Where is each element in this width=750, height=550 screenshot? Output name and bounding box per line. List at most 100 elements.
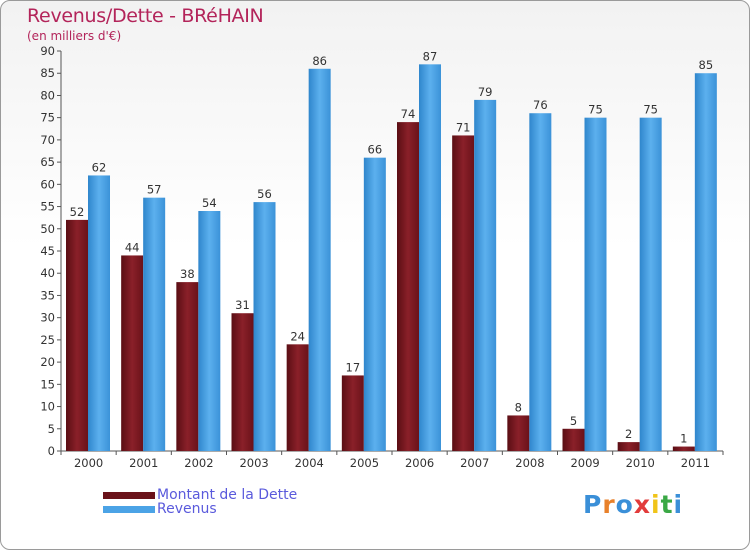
legend-swatch-revenus [103,505,155,513]
bar-dette [66,219,88,451]
data-label: 79 [478,85,493,99]
bar-dette [121,255,144,451]
data-label: 38 [180,267,195,281]
bar-dette [507,415,530,451]
data-label: 31 [235,298,250,312]
y-tick-label: 15 [40,377,55,391]
data-label: 2 [625,427,632,441]
y-tick-label: 25 [40,333,55,347]
chart-title: Revenus/Dette - BRéHAIN [27,5,264,27]
y-tick-label: 30 [40,311,55,325]
data-label: 8 [515,400,522,414]
y-tick-label: 85 [40,66,55,80]
bar-revenus [639,117,662,452]
x-tick-label: 2006 [405,456,434,470]
data-label: 52 [70,205,85,219]
y-tick-label: 80 [40,88,55,102]
data-label: 56 [257,187,272,201]
bar-dette [231,313,254,451]
bars [66,64,717,452]
bar-revenus [474,99,497,451]
y-tick-label: 0 [48,444,55,458]
y-tick-label: 75 [40,111,55,125]
y-tick-label: 50 [40,222,55,236]
legend-swatch-dette [103,491,155,499]
data-label: 62 [92,160,107,174]
bar-revenus [143,197,166,451]
y-tick-label: 55 [40,200,55,214]
data-label: 86 [312,54,327,68]
y-tick-label: 40 [40,266,55,280]
x-tick-label: 2000 [74,456,103,470]
x-tick-label: 2004 [295,456,324,470]
bar-dette [286,344,309,451]
legend-item-dette: Montant de la Dette [103,487,298,503]
logo-letter: P [583,490,603,519]
data-label: 75 [588,103,603,117]
x-tick-label: 2001 [129,456,158,470]
bar-dette [176,282,199,451]
data-labels: 52 62 44 57 38 54 31 56 24 86 17 66 74 87 71 79 8 76 5 75 2 7… [70,49,713,445]
data-label: 57 [147,183,162,197]
bar-revenus [694,73,717,451]
y-tick-label: 65 [40,155,55,169]
bar-revenus [198,211,221,451]
data-label: 76 [533,98,548,112]
bar-dette [452,135,475,451]
x-tick-label: 2008 [515,456,544,470]
y-tick-label: 20 [40,355,55,369]
chart-subtitle: (en milliers d'€) [27,29,122,43]
x-tick-label: 2007 [460,456,489,470]
legend-label-dette: Montant de la Dette [157,487,298,503]
y-tick-label: 5 [48,422,55,436]
x-tick-label: 2003 [239,456,268,470]
y-tick-label: 70 [40,133,55,147]
data-label: 85 [699,58,714,72]
y-tick-label: 90 [40,44,55,58]
logo-letter: r [602,490,616,519]
x-tick-label: 2011 [681,456,710,470]
data-label: 71 [456,120,471,134]
x-tick-label: 2009 [570,456,599,470]
y-tick-label: 45 [40,244,55,258]
data-label: 66 [368,143,383,157]
data-label: 44 [125,240,140,254]
data-label: 74 [401,107,416,121]
bar-dette [341,375,364,451]
bar-revenus [529,113,552,451]
bar-revenus [88,175,110,451]
data-label: 1 [680,432,687,446]
bar-revenus [419,64,441,452]
legend-item-revenus: Revenus [103,501,217,517]
bar-dette [617,442,640,451]
legend-label-revenus: Revenus [157,501,217,517]
x-tick-label: 2005 [350,456,379,470]
data-label: 24 [290,329,305,343]
logo-letter: x [633,490,651,519]
x-tick-label: 2010 [626,456,655,470]
y-tick-label: 60 [40,177,55,191]
axes: 0510152025303540455055606570758085902000… [40,44,724,470]
logo-letter: t [660,490,674,519]
logo-letter: o [615,490,634,519]
logo-letter: i [673,490,684,519]
data-label: 75 [643,103,658,117]
bar-revenus [308,68,331,452]
logo-letter: i [651,490,661,519]
y-tick-label: 10 [40,400,55,414]
x-tick-label: 2002 [184,456,213,470]
proxiti-logo: Proxiti [583,490,683,519]
data-label: 87 [423,49,438,63]
bar-dette [672,446,695,451]
bar-revenus [363,157,386,451]
bar-dette [562,428,585,451]
bar-revenus [253,202,276,451]
y-tick-label: 35 [40,288,55,302]
data-label: 17 [346,360,361,374]
bar-dette [397,122,419,451]
data-label: 54 [202,196,217,210]
data-label: 5 [570,414,577,428]
bar-revenus [584,117,607,452]
